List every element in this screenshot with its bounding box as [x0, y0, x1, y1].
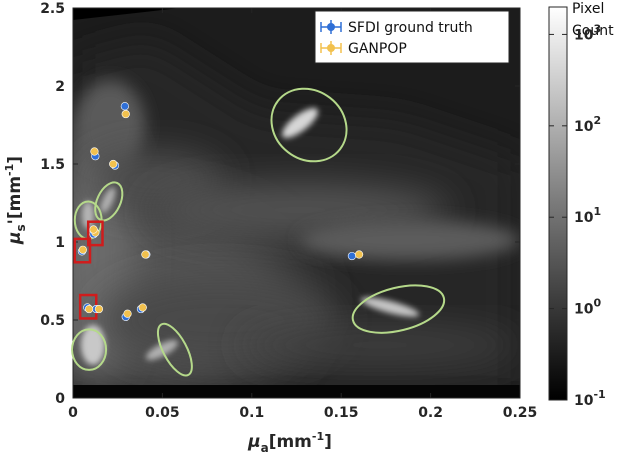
y-tick-label: 2	[55, 79, 65, 95]
highlight-ellipse	[351, 284, 446, 334]
legend-marker-sfdi	[320, 20, 342, 34]
x-tick-label: 0.1	[239, 405, 264, 421]
x-tick-label: 0.15	[324, 405, 359, 421]
density-heatmap	[73, 8, 520, 398]
legend-label-ganpop: GANPOP	[348, 41, 407, 57]
highlight-ellipse	[156, 322, 193, 377]
ganpop-point	[121, 109, 130, 119]
legend-marker-ganpop	[320, 41, 342, 55]
highlight-box	[86, 220, 104, 247]
ganpop-point	[354, 250, 364, 259]
highlight-ellipses	[71, 87, 446, 377]
y-tick-label: 0.5	[40, 313, 65, 329]
highlight-ellipse	[270, 87, 348, 163]
ganpop-point	[90, 147, 99, 156]
y-axis-ticks: 0 0.5 1 1.5 2 2.5	[40, 1, 520, 407]
x-axis-ticks: 0 0.05 0.1 0.15 0.2 0.25	[68, 8, 537, 421]
ganpop-point	[94, 304, 104, 314]
y-tick-label: 1.5	[40, 157, 65, 173]
legend-label-sfdi: SFDI ground truth	[348, 20, 473, 36]
y-tick-label: 2.5	[40, 1, 65, 17]
data-points	[77, 102, 364, 321]
colorbar-title-line1: Pixel	[572, 1, 604, 17]
colorbar-title-line2: Count	[572, 23, 614, 39]
x-axis-label: μa[mm-1]	[247, 430, 332, 455]
highlight-ellipse	[71, 328, 108, 371]
x-tick-label: 0.2	[418, 405, 443, 421]
x-tick-label: 0.25	[503, 405, 538, 421]
ganpop-point	[109, 159, 118, 169]
y-tick-label: 1	[55, 235, 65, 251]
sfdi-point	[347, 251, 357, 261]
ganpop-point	[138, 303, 147, 312]
colorbar-tick-label: 100	[574, 297, 601, 318]
colorbar-tick-label: 101	[574, 205, 601, 226]
colorbar-gradient	[548, 6, 568, 401]
ganpop-point	[141, 250, 150, 259]
highlight-box	[73, 237, 92, 264]
ganpop-point	[78, 245, 87, 254]
colorbar-ticks: 103 102 101 100 10-1	[549, 22, 606, 409]
plot-area-frame	[72, 7, 521, 399]
x-tick-label: 0	[68, 405, 78, 421]
sfdi-point	[120, 102, 129, 111]
ganpop-point	[89, 225, 98, 234]
colorbar-tick-label: 10-1	[574, 388, 606, 409]
colorbar-tick-label: 102	[574, 114, 601, 135]
colorbar: Pixel Count 103 102 101 100 10-1	[548, 1, 614, 409]
highlight-ellipse	[94, 181, 124, 222]
legend: SFDI ground truth GANPOP	[314, 10, 510, 64]
y-axis-label: μs'[mm-1]	[3, 156, 28, 245]
y-tick-label: 0	[55, 391, 65, 407]
x-tick-label: 0.05	[145, 405, 180, 421]
ganpop-point	[84, 304, 94, 314]
colorbar-tick-label: 103	[574, 22, 601, 43]
ganpop-point	[123, 309, 132, 318]
